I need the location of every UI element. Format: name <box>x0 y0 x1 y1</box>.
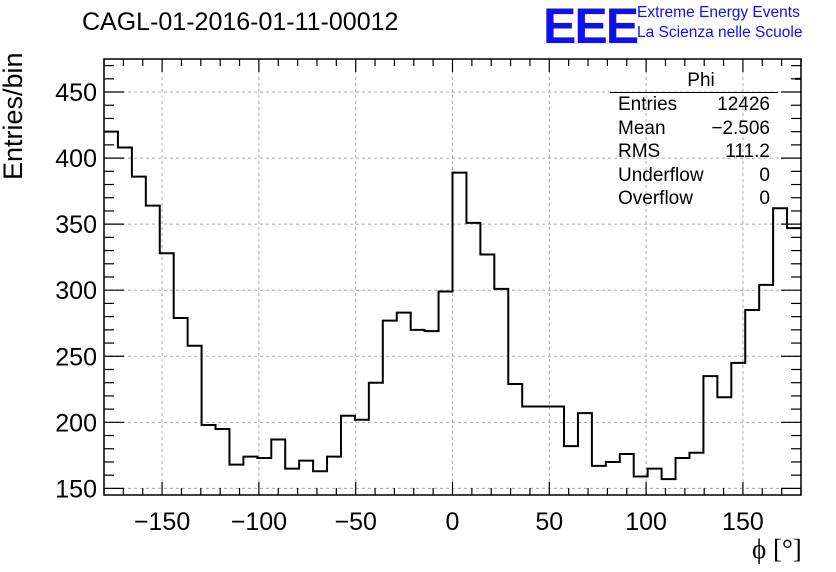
x-tick-label: −150 <box>134 508 190 536</box>
histogram-bin <box>216 429 230 495</box>
stats-row: RMS 111.2 <box>610 140 778 164</box>
histogram-bin <box>522 406 536 495</box>
histogram-bin <box>341 416 355 495</box>
histogram-bin <box>439 292 453 495</box>
histogram-bin <box>383 321 397 495</box>
stats-row: Underflow 0 <box>610 164 778 188</box>
histogram-bin <box>174 318 188 495</box>
histogram-bin <box>397 313 411 495</box>
x-tick-label: 0 <box>446 508 460 536</box>
histogram-bin <box>717 397 731 495</box>
y-tick-label: 350 <box>55 211 97 239</box>
logo-line-2: La Scienza nelle Scuole <box>637 24 803 41</box>
y-tick-label: 450 <box>55 79 97 107</box>
histogram-bin <box>132 177 146 495</box>
histogram-bin <box>676 458 690 495</box>
histogram-bin <box>146 206 160 495</box>
histogram-bin <box>662 479 676 495</box>
histogram-bin <box>494 289 508 495</box>
x-tick-label: −100 <box>231 508 287 536</box>
y-tick-label: 150 <box>55 475 97 503</box>
histogram-bin <box>648 469 662 495</box>
axis-ticks <box>103 59 802 495</box>
histogram-bin <box>508 384 522 495</box>
histogram-bin <box>118 148 132 495</box>
x-tick-label: 100 <box>625 508 667 536</box>
stats-label: Entries <box>618 94 678 115</box>
histogram-bin <box>104 132 118 495</box>
stats-label: Mean <box>618 117 666 139</box>
histogram-bin <box>578 413 592 495</box>
stats-value: 0 <box>759 188 770 210</box>
histogram-bin <box>411 330 425 495</box>
y-tick-label: 400 <box>55 145 97 173</box>
histogram-bin <box>759 285 773 495</box>
logo-line-1: Extreme Energy Events <box>637 4 800 21</box>
histogram-bin <box>188 346 202 495</box>
axis-tick-labels: −150 −100 −50 0 50 100 150 150 200 250 300 350 400 45… <box>55 79 763 536</box>
stats-row: Entries 12426 <box>610 93 778 117</box>
x-tick-label: 150 <box>722 508 764 536</box>
x-axis-label: ϕ [°] <box>752 534 802 564</box>
histogram-bin <box>313 471 327 495</box>
stats-box: Phi Entries 12426 Mean −2.506 RMS 111.2 Und… <box>610 70 778 211</box>
histogram-bin <box>466 223 480 495</box>
stats-value: −2.506 <box>711 117 770 139</box>
y-tick-label: 250 <box>55 343 97 371</box>
stats-value: 0 <box>759 164 770 186</box>
histogram-bin <box>299 461 313 495</box>
histogram-bin <box>689 453 703 495</box>
histogram-bin <box>229 465 243 495</box>
y-tick-label: 300 <box>55 277 97 305</box>
stats-label: Overflow <box>618 188 693 210</box>
histogram-bin <box>425 331 439 495</box>
histogram-step-line <box>104 130 801 481</box>
histogram-bin <box>453 173 467 495</box>
x-tick-label: 50 <box>535 508 563 536</box>
histogram-bin <box>202 425 216 495</box>
stats-value: 111.2 <box>725 141 770 163</box>
histogram-bin <box>745 310 759 495</box>
histogram-bin <box>160 253 174 495</box>
stats-value: 12426 <box>717 94 770 115</box>
chart-title: CAGL-01-2016-01-11-00012 <box>82 8 399 36</box>
histogram-bin <box>703 376 717 495</box>
histogram-bin <box>564 446 578 495</box>
eee-logo: EEE <box>543 0 639 54</box>
histogram-bin <box>592 466 606 495</box>
x-tick-label: −50 <box>334 508 376 536</box>
histogram-bin <box>327 457 341 495</box>
stats-row: Overflow 0 <box>610 187 778 211</box>
histogram-bin <box>787 228 801 495</box>
stats-row: Mean −2.506 <box>610 117 778 141</box>
histogram-bin <box>480 255 494 495</box>
y-axis-label: Entries/bin <box>0 52 28 180</box>
histogram-bin <box>355 420 369 495</box>
histogram-bin <box>243 457 257 495</box>
histogram-bin <box>731 363 745 495</box>
histogram-bin <box>550 406 564 495</box>
histogram-bin <box>773 208 787 495</box>
y-tick-label: 200 <box>55 409 97 437</box>
stats-label: Underflow <box>618 164 704 186</box>
histogram-bin <box>271 440 285 495</box>
histogram-bin <box>536 406 550 495</box>
stats-label: RMS <box>618 141 661 163</box>
stats-name: Phi <box>610 70 778 93</box>
histogram-bin <box>369 383 383 495</box>
